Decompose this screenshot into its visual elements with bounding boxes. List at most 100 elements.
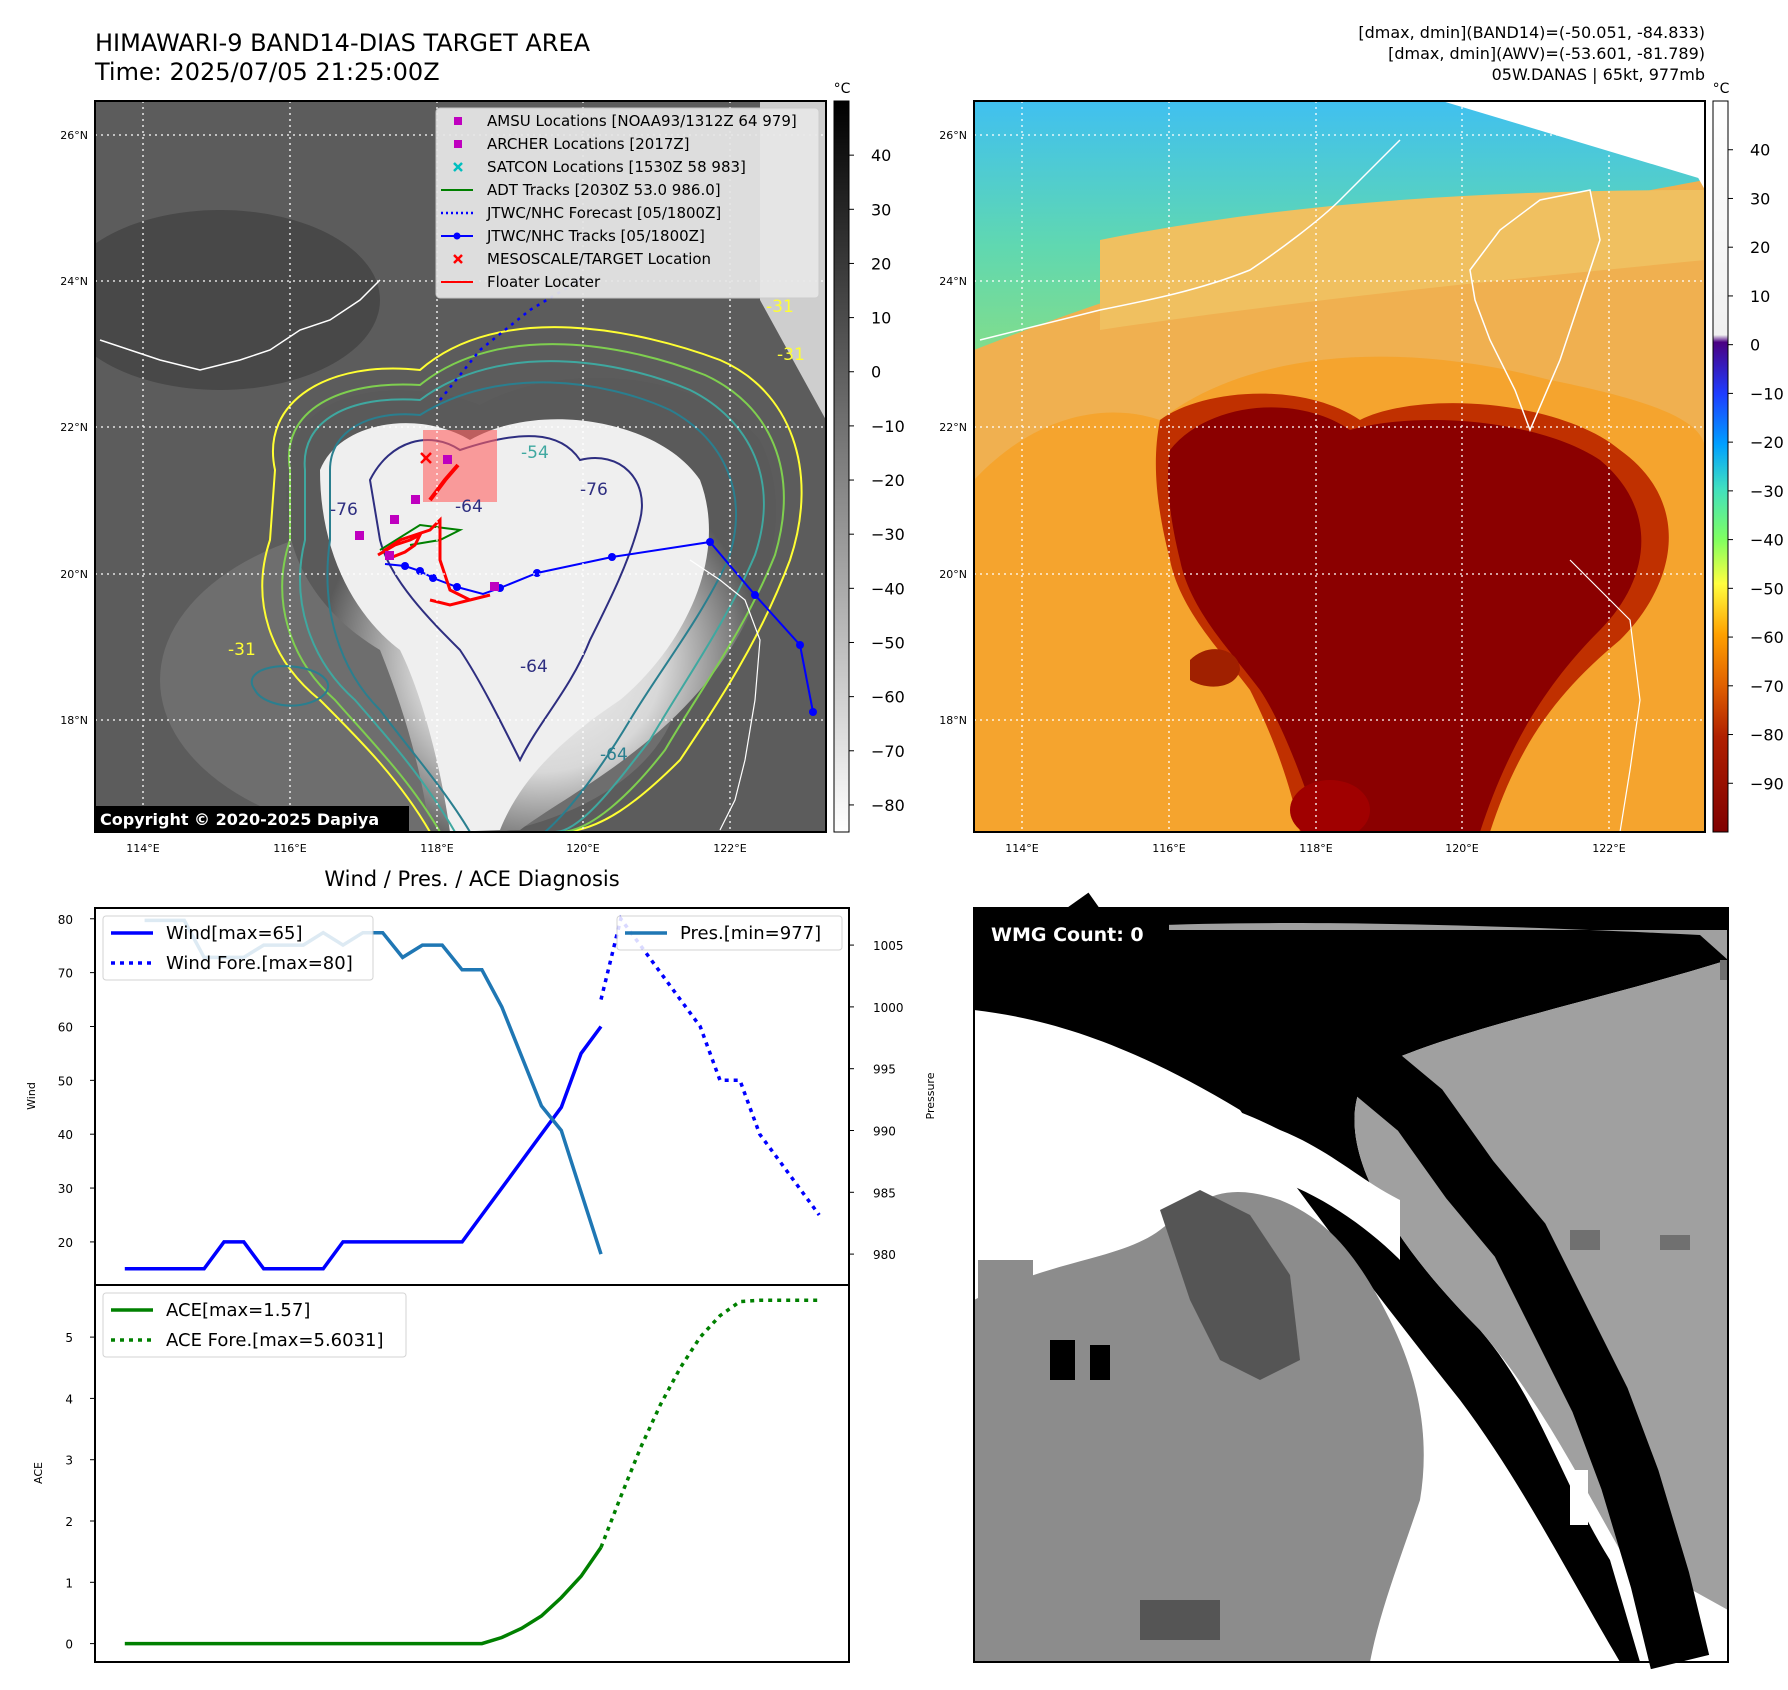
svg-text:3: 3 bbox=[65, 1454, 73, 1468]
colorbar-tick: −60 bbox=[1728, 628, 1784, 647]
svg-text:24°N: 24°N bbox=[60, 275, 88, 288]
svg-text:0: 0 bbox=[871, 363, 881, 382]
y-tick: 50 bbox=[58, 1074, 95, 1088]
svg-text:120°E: 120°E bbox=[566, 842, 599, 855]
legend-item: MESOSCALE/TARGET Location bbox=[453, 250, 711, 268]
svg-text:114°E: 114°E bbox=[1005, 842, 1038, 855]
y2-tick: 1000 bbox=[849, 1001, 904, 1015]
wind-pressure-chart: 20 30 40 50 60 70 80 980 985 990 995 1000 1005 Wind … bbox=[25, 907, 937, 1286]
svg-text:995: 995 bbox=[873, 1063, 896, 1077]
svg-text:-31: -31 bbox=[228, 640, 256, 660]
svg-text:−60: −60 bbox=[1750, 628, 1784, 647]
colorbar-tick: 40 bbox=[849, 146, 891, 165]
map-color-panel bbox=[974, 101, 1705, 832]
svg-text:80: 80 bbox=[58, 913, 73, 927]
svg-text:118°E: 118°E bbox=[1299, 842, 1332, 855]
info-line2: [dmax, dmin](AWV)=(-53.601, -81.789) bbox=[1388, 44, 1705, 63]
svg-text:−30: −30 bbox=[1750, 482, 1784, 501]
pressure-legend: Pres.[min=977] bbox=[616, 915, 843, 951]
svg-text:−70: −70 bbox=[871, 742, 905, 761]
y-tick: 20 bbox=[58, 1236, 95, 1250]
y-tick: 0 bbox=[65, 1638, 95, 1652]
svg-text:2: 2 bbox=[65, 1515, 73, 1529]
y2-tick: 980 bbox=[849, 1248, 896, 1262]
svg-text:4: 4 bbox=[65, 1392, 73, 1406]
svg-text:−80: −80 bbox=[871, 796, 905, 815]
legend-item: JTWC/NHC Tracks [05/1800Z] bbox=[441, 227, 705, 245]
svg-text:−10: −10 bbox=[871, 417, 905, 436]
map-gray-lat-labels: 26°N 24°N 22°N 20°N 18°N bbox=[60, 129, 88, 727]
colorbar-tick: −20 bbox=[1728, 433, 1784, 452]
svg-text:985: 985 bbox=[873, 1186, 896, 1200]
svg-text:990: 990 bbox=[873, 1124, 896, 1138]
map-color-gridlines bbox=[974, 101, 1705, 832]
y-tick: 2 bbox=[65, 1515, 95, 1529]
svg-text:−50: −50 bbox=[1750, 579, 1784, 598]
floater-track-line bbox=[377, 516, 491, 607]
colorbar-gray: °C 40 30 20 10 0 −10 −20 −30 −40 −50 −60 −70 −80 bbox=[833, 81, 905, 833]
y2-tick: 990 bbox=[849, 1124, 896, 1138]
svg-text:70: 70 bbox=[58, 967, 73, 981]
legend-item: ADT Tracks [2030Z 53.0 986.0] bbox=[441, 181, 721, 199]
svg-text:980: 980 bbox=[873, 1248, 896, 1262]
y-tick: 70 bbox=[58, 967, 95, 981]
colorbar-tick: −40 bbox=[849, 579, 905, 598]
map-legend: AMSU Locations [NOAA93/1312Z 64 979] ARCH… bbox=[435, 107, 820, 299]
svg-text:1005: 1005 bbox=[873, 939, 904, 953]
svg-text:Wind[max=65]: Wind[max=65] bbox=[166, 923, 303, 944]
svg-text:ACE[max=1.57]: ACE[max=1.57] bbox=[166, 1300, 310, 1321]
colorbar-tick: −40 bbox=[1728, 531, 1784, 550]
colorbar-tick: 20 bbox=[1728, 238, 1770, 257]
wind-legend: Wind[max=65] Wind Fore.[max=80] bbox=[102, 915, 374, 981]
copyright-text: Copyright © 2020-2025 Dapiya bbox=[100, 810, 379, 829]
svg-text:JTWC/NHC Tracks [05/1800Z]: JTWC/NHC Tracks [05/1800Z] bbox=[486, 227, 705, 245]
svg-text:18°N: 18°N bbox=[939, 714, 967, 727]
svg-text:−20: −20 bbox=[1750, 433, 1784, 452]
y2-tick: 985 bbox=[849, 1186, 896, 1200]
colorbar-tick: −80 bbox=[849, 796, 905, 815]
diagnosis-title: Wind / Pres. / ACE Diagnosis bbox=[324, 867, 619, 891]
figure-title-line2: Time: 2025/07/05 21:25:00Z bbox=[94, 58, 440, 86]
svg-text:JTWC/NHC Forecast [05/1800Z]: JTWC/NHC Forecast [05/1800Z] bbox=[486, 204, 721, 222]
svg-text:−80: −80 bbox=[1750, 726, 1784, 745]
jtwc-forecast-line bbox=[439, 278, 581, 401]
colorbar-tick: 30 bbox=[849, 200, 891, 219]
svg-text:-54: -54 bbox=[521, 443, 549, 463]
colorbar-tick: −10 bbox=[849, 417, 905, 436]
series-line bbox=[124, 1546, 603, 1646]
colorbar-tick: −30 bbox=[1728, 482, 1784, 501]
y-tick: 80 bbox=[58, 913, 95, 927]
map-color-lon-labels: 114°E 116°E 118°E 120°E 122°E bbox=[1005, 842, 1625, 855]
svg-text:−40: −40 bbox=[1750, 531, 1784, 550]
svg-text:-31: -31 bbox=[777, 345, 805, 365]
y-tick: 60 bbox=[58, 1020, 95, 1034]
svg-text:1000: 1000 bbox=[873, 1001, 904, 1015]
svg-text:20: 20 bbox=[58, 1236, 73, 1250]
info-line3: 05W.DANAS | 65kt, 977mb bbox=[1492, 65, 1705, 84]
map-color-lat-labels: 26°N 24°N 22°N 20°N 18°N bbox=[939, 129, 967, 727]
ace-chart: 0 1 2 3 4 5 ACE ACE[max=1.57] ACE Fore.[max=5… bbox=[32, 1284, 850, 1663]
svg-text:10: 10 bbox=[1750, 287, 1770, 306]
svg-text:-64: -64 bbox=[600, 745, 628, 765]
ace-axis-label: ACE bbox=[32, 1462, 45, 1484]
info-line1: [dmax, dmin](BAND14)=(-50.051, -84.833) bbox=[1358, 23, 1705, 42]
svg-text:−50: −50 bbox=[871, 633, 905, 652]
colorbar-tick: 10 bbox=[849, 309, 891, 328]
svg-text:20°N: 20°N bbox=[60, 568, 88, 581]
svg-text:ACE Fore.[max=5.6031]: ACE Fore.[max=5.6031] bbox=[166, 1330, 384, 1351]
colorbar-tick: −80 bbox=[1728, 726, 1784, 745]
svg-text:ADT Tracks [2030Z 53.0 986.0]: ADT Tracks [2030Z 53.0 986.0] bbox=[487, 181, 721, 199]
legend-item: SATCON Locations [1530Z 58 983] bbox=[453, 158, 746, 176]
svg-text:24°N: 24°N bbox=[939, 275, 967, 288]
colorbar-tick: −60 bbox=[849, 688, 905, 707]
svg-text:50: 50 bbox=[58, 1074, 73, 1088]
y-tick: 40 bbox=[58, 1128, 95, 1142]
svg-text:5: 5 bbox=[65, 1331, 73, 1345]
y-tick: 30 bbox=[58, 1182, 95, 1196]
colorbar-tick: 30 bbox=[1728, 189, 1770, 208]
svg-text:-76: -76 bbox=[580, 480, 608, 500]
svg-text:−60: −60 bbox=[871, 688, 905, 707]
y-tick: 1 bbox=[65, 1576, 95, 1590]
colorbar-tick: 0 bbox=[1728, 336, 1760, 355]
y-tick: 3 bbox=[65, 1454, 95, 1468]
